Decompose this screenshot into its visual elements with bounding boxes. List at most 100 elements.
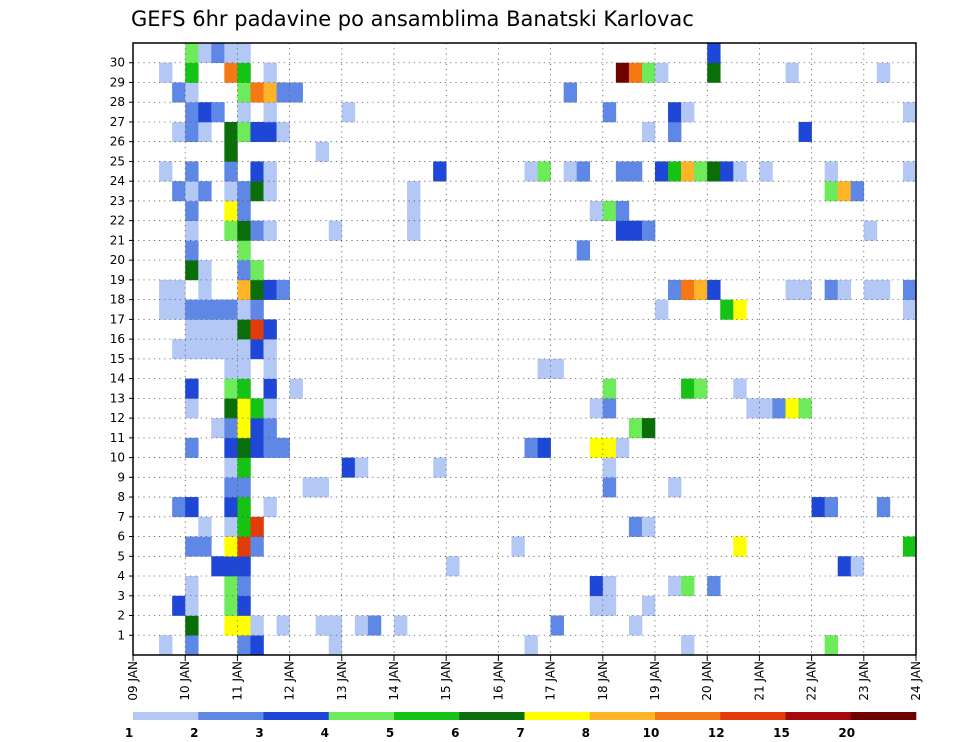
heatmap-cell <box>159 62 173 83</box>
heatmap-cell <box>237 220 251 241</box>
heatmap-cell <box>224 418 238 439</box>
heatmap-cell <box>850 181 865 202</box>
colorbar-swatch <box>263 712 330 720</box>
heatmap-cell <box>863 279 878 300</box>
heatmap-cell <box>837 556 852 577</box>
colorbar-swatch <box>133 712 199 720</box>
heatmap-cell <box>602 398 617 419</box>
heatmap-cell <box>681 279 695 300</box>
heatmap-cell <box>250 339 264 360</box>
heatmap-cell <box>668 161 682 182</box>
heatmap-cell <box>185 181 199 202</box>
heatmap-cell <box>250 161 264 182</box>
heatmap-cell <box>902 536 917 557</box>
x-tick-label: 11 JAN <box>230 661 244 701</box>
heatmap-cell <box>289 82 303 103</box>
heatmap-cell <box>798 398 812 419</box>
heatmap-cell <box>198 102 212 123</box>
heatmap-cell <box>263 358 277 379</box>
heatmap-cell <box>237 260 251 281</box>
heatmap-cell <box>224 339 238 360</box>
heatmap-cell <box>602 595 617 616</box>
heatmap-cell <box>563 82 577 103</box>
heatmap-cell <box>681 102 695 123</box>
heatmap-cell <box>211 102 225 123</box>
heatmap-cell <box>237 121 251 143</box>
heatmap-cell <box>198 319 212 340</box>
heatmap-cell <box>172 299 186 320</box>
heatmap-cell <box>198 299 212 320</box>
heatmap-cell <box>250 516 264 537</box>
heatmap-cell <box>198 279 212 300</box>
heatmap-cell <box>237 339 251 360</box>
heatmap-cell <box>198 339 212 360</box>
heatmap-cell <box>602 200 617 221</box>
heatmap-cell <box>224 516 238 537</box>
heatmap-cell <box>681 161 695 182</box>
heatmap-cell <box>276 437 290 458</box>
heatmap-cell <box>250 418 264 439</box>
x-tick-label: 10 JAN <box>178 661 192 701</box>
heatmap-cell <box>224 556 238 577</box>
heatmap-cell <box>224 181 238 202</box>
heatmap-cell <box>276 279 290 300</box>
y-tick-label: 9 <box>117 470 125 484</box>
y-tick-label: 1 <box>117 628 125 642</box>
x-tick-label: 15 JAN <box>439 661 453 701</box>
heatmap-cell <box>237 358 251 379</box>
heatmap-cell <box>250 536 264 557</box>
heatmap-cell <box>720 161 734 182</box>
x-tick-label: 19 JAN <box>648 661 662 701</box>
heatmap-cell <box>602 576 617 597</box>
heatmap-cell <box>902 299 917 320</box>
heatmap-cell <box>263 121 277 143</box>
colorbar-label: 2 <box>190 726 198 740</box>
heatmap-cell <box>198 536 212 557</box>
y-tick-label: 21 <box>110 233 125 247</box>
heatmap-cell <box>785 279 799 300</box>
colorbar-swatch <box>394 712 460 720</box>
heatmap-cell <box>185 220 199 241</box>
colorbar-label: 20 <box>838 726 855 740</box>
heatmap-cell <box>681 576 695 597</box>
heatmap-cell <box>185 200 199 221</box>
heatmap-cell <box>263 339 277 360</box>
heatmap-cell <box>237 378 251 399</box>
heatmap-cell <box>250 121 264 143</box>
colorbar-label: 3 <box>255 726 263 740</box>
heatmap-cell <box>641 595 656 616</box>
heatmap-cell <box>224 319 238 340</box>
colorbar-label: 10 <box>643 726 660 740</box>
x-tick-label: 09 JAN <box>126 661 140 701</box>
heatmap-cell <box>733 378 747 399</box>
heatmap-cell <box>263 437 277 458</box>
colorbar-swatch <box>328 712 395 720</box>
heatmap-cell <box>433 457 447 478</box>
heatmap-cell <box>602 102 617 123</box>
heatmap-cell <box>759 161 773 182</box>
heatmap-cell <box>707 43 721 64</box>
heatmap-cell <box>863 220 878 241</box>
colorbar-swatch <box>524 712 591 720</box>
heatmap-cell <box>185 260 199 281</box>
heatmap-cell <box>707 576 721 597</box>
y-tick-label: 13 <box>110 391 125 405</box>
heatmap-cell <box>237 635 251 656</box>
heatmap-cell <box>628 418 643 439</box>
heatmap-cell <box>694 161 708 182</box>
heatmap-cell <box>211 556 225 577</box>
heatmap-cell <box>185 43 199 64</box>
heatmap-cell <box>237 82 251 103</box>
colorbar-label: 12 <box>708 726 725 740</box>
heatmap-cell <box>668 102 682 123</box>
colorbar-label: 7 <box>516 726 524 740</box>
heatmap-cell <box>615 200 630 221</box>
heatmap-cell <box>655 299 669 320</box>
colorbar-label: 1 <box>125 726 133 740</box>
heatmap-cell <box>263 220 277 241</box>
heatmap-cell <box>354 615 369 636</box>
y-tick-label: 12 <box>110 411 125 425</box>
y-tick-label: 30 <box>110 56 125 70</box>
heatmap-cell <box>185 437 199 458</box>
heatmap-cell <box>224 299 238 320</box>
